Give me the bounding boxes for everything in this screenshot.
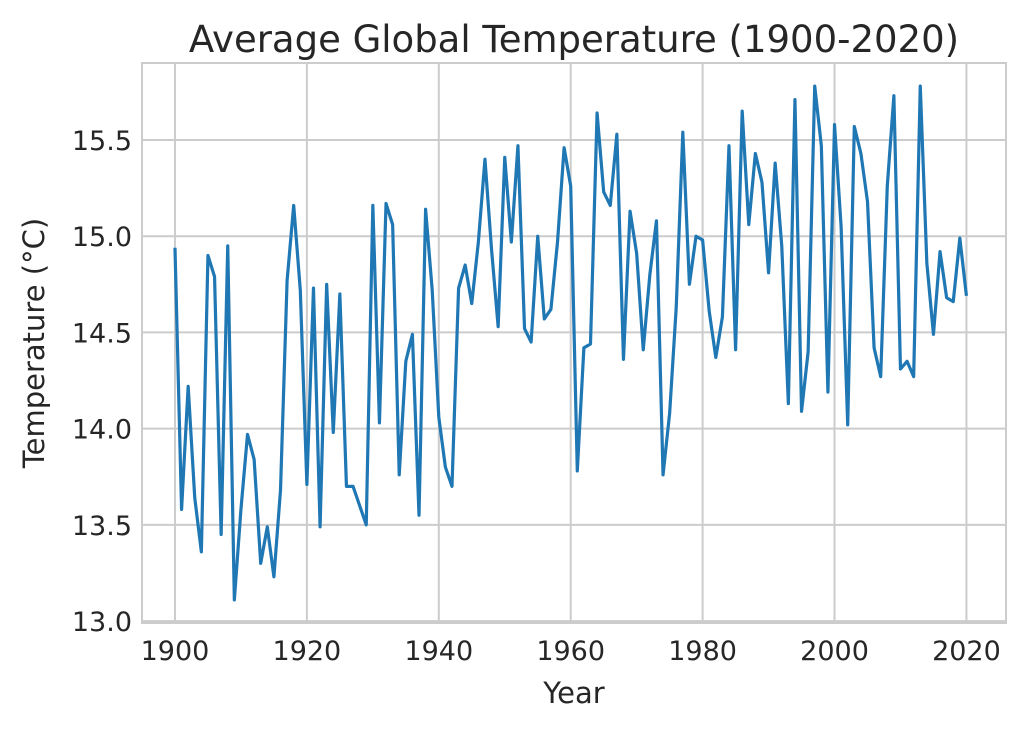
x-tick-label: 1940 <box>404 636 473 667</box>
y-tick-label: 15.0 <box>72 222 132 253</box>
tick-labels: 1900 1920 1940 1960 1980 2000 2020 13.0 13.5 14.0… <box>72 126 1001 667</box>
x-tick-label: 1980 <box>668 636 737 667</box>
y-tick-label: 14.5 <box>72 318 132 349</box>
y-tick-label: 14.0 <box>72 415 132 446</box>
chart-title: Average Global Temperature (1900-2020) <box>189 18 959 61</box>
x-tick-label: 1900 <box>141 636 210 667</box>
y-axis-label: Temperature (°C) <box>17 218 51 469</box>
y-tick-label: 13.0 <box>72 607 132 638</box>
x-tick-label: 1960 <box>536 636 605 667</box>
y-tick-label: 13.5 <box>72 511 132 542</box>
x-tick-label: 2020 <box>932 636 1001 667</box>
x-tick-label: 1920 <box>273 636 342 667</box>
x-tick-label: 2000 <box>800 636 869 667</box>
plot-frame <box>141 62 1007 624</box>
temperature-series-line <box>173 84 969 602</box>
x-axis-label: Year <box>542 676 604 710</box>
y-tick-label: 15.5 <box>72 126 132 157</box>
